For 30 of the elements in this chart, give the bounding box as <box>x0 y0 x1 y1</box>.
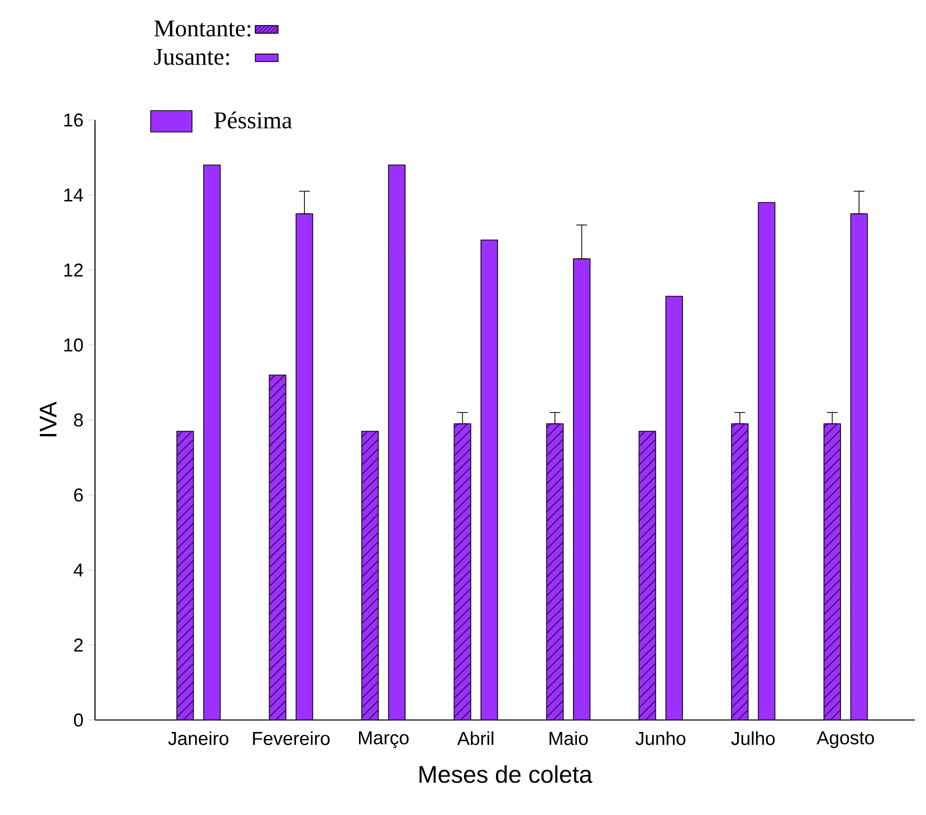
bar <box>480 240 498 720</box>
y-tick-label: 16 <box>64 113 83 127</box>
x-tick-label: Agosto <box>816 731 874 748</box>
x-tick-label: Fevereiro <box>253 731 330 746</box>
x-tick-label: Maio <box>550 731 588 746</box>
y-tick-label: 8 <box>74 413 83 427</box>
bar <box>203 164 221 720</box>
y-tick-label: 6 <box>74 488 83 502</box>
bar <box>388 164 406 720</box>
legend-label: Jusante: <box>154 48 229 66</box>
y-tick-label: 4 <box>74 564 84 576</box>
y-tick-label: 10 <box>64 338 83 352</box>
annotation: Péssima <box>214 112 292 128</box>
y-tick-label: 0 <box>74 713 83 727</box>
y-tick-label: 14 <box>64 188 84 202</box>
bar <box>850 213 868 720</box>
y-axis-title: IVA <box>40 402 56 436</box>
x-tick-label: Junho <box>636 731 686 746</box>
x-tick-label: Julho <box>731 731 775 746</box>
bar <box>296 213 314 720</box>
bar <box>758 202 776 720</box>
y-tick-label: 2 <box>74 638 83 652</box>
x-tick-label: Abril <box>457 731 494 746</box>
x-tick-label: Janeiro <box>168 731 228 746</box>
bar <box>665 296 683 720</box>
bar <box>573 258 590 720</box>
x-tick-label: Março <box>359 731 409 748</box>
legend-label: Montante: <box>154 20 250 37</box>
y-tick-label: 12 <box>64 263 83 277</box>
x-axis-title: Meses de coleta <box>420 765 592 783</box>
